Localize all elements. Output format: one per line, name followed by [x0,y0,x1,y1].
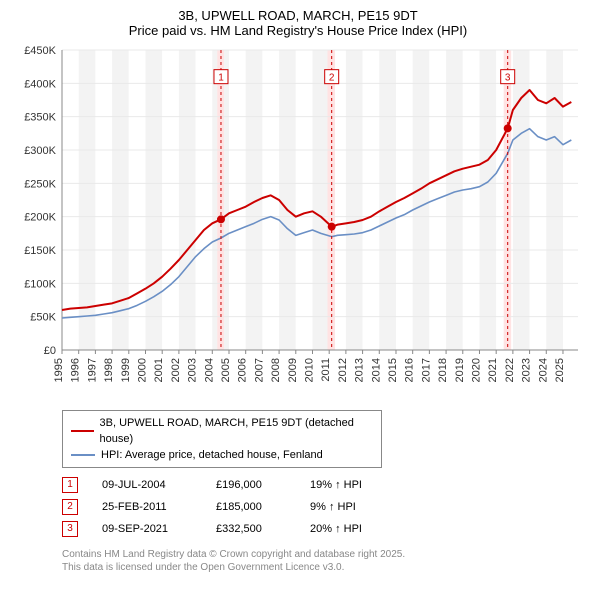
svg-text:2025: 2025 [554,358,566,382]
legend-item: 3B, UPWELL ROAD, MARCH, PE15 9DT (detach… [71,415,373,447]
sale-date: 25-FEB-2011 [102,496,192,518]
svg-text:£0: £0 [44,345,56,357]
legend-label: 3B, UPWELL ROAD, MARCH, PE15 9DT (detach… [100,415,373,447]
svg-text:2013: 2013 [354,358,366,382]
sale-price: £332,500 [216,518,286,540]
svg-text:2019: 2019 [454,358,466,382]
sales-table: 1 09-JUL-2004 £196,000 19% ↑ HPI 2 25-FE… [62,474,586,540]
svg-text:2018: 2018 [437,358,449,382]
svg-text:2021: 2021 [487,358,499,382]
marker-badge: 2 [62,499,78,515]
title-subtitle: Price paid vs. HM Land Registry's House … [6,23,590,38]
svg-text:2011: 2011 [320,358,332,382]
svg-text:2001: 2001 [153,358,165,382]
svg-text:2014: 2014 [370,358,382,382]
sale-price: £196,000 [216,474,286,496]
chart-plot-area: £0 £50K £100K £150K £200K £250K £300K £350K £400… [10,44,590,404]
sale-delta: 19% ↑ HPI [310,474,362,496]
marker-badge: 3 [62,521,78,537]
svg-text:2006: 2006 [237,358,249,382]
svg-text:£250K: £250K [24,178,56,190]
svg-text:£150K: £150K [24,245,56,257]
sale-date: 09-SEP-2021 [102,518,192,540]
svg-text:£100K: £100K [24,278,56,290]
svg-text:£200K: £200K [24,212,56,224]
svg-text:2009: 2009 [287,358,299,382]
svg-text:2012: 2012 [337,358,349,382]
table-row: 1 09-JUL-2004 £196,000 19% ↑ HPI [62,474,586,496]
footer: Contains HM Land Registry data © Crown c… [62,548,586,574]
sale-delta: 9% ↑ HPI [310,496,356,518]
svg-text:2005: 2005 [220,358,232,382]
legend-item: HPI: Average price, detached house, Fenl… [71,447,373,463]
svg-text:2: 2 [329,73,335,84]
svg-text:2000: 2000 [136,358,148,382]
svg-text:£350K: £350K [24,112,56,124]
chart-title: 3B, UPWELL ROAD, MARCH, PE15 9DT Price p… [6,8,590,38]
svg-text:2023: 2023 [521,358,533,382]
svg-text:2003: 2003 [187,358,199,382]
svg-text:2024: 2024 [537,358,549,382]
svg-text:2017: 2017 [420,358,432,382]
svg-text:£400K: £400K [24,78,56,90]
table-row: 3 09-SEP-2021 £332,500 20% ↑ HPI [62,518,586,540]
svg-text:1995: 1995 [53,358,65,382]
legend-swatch [71,454,95,456]
svg-text:1998: 1998 [103,358,115,382]
svg-text:1: 1 [218,73,224,84]
footer-line: Contains HM Land Registry data © Crown c… [62,548,586,561]
svg-text:2004: 2004 [203,358,215,382]
svg-text:1999: 1999 [120,358,132,382]
marker-badge: 1 [62,477,78,493]
svg-text:2016: 2016 [404,358,416,382]
svg-text:£300K: £300K [24,145,56,157]
svg-text:2008: 2008 [270,358,282,382]
svg-text:2022: 2022 [504,358,516,382]
svg-text:1996: 1996 [70,358,82,382]
legend-swatch [71,430,94,432]
legend: 3B, UPWELL ROAD, MARCH, PE15 9DT (detach… [62,410,382,468]
svg-text:2002: 2002 [170,358,182,382]
svg-text:2010: 2010 [303,358,315,382]
sale-price: £185,000 [216,496,286,518]
sale-delta: 20% ↑ HPI [310,518,362,540]
svg-text:£450K: £450K [24,45,56,57]
chart-svg: £0 £50K £100K £150K £200K £250K £300K £350K £400… [10,44,590,404]
svg-text:2020: 2020 [470,358,482,382]
title-address: 3B, UPWELL ROAD, MARCH, PE15 9DT [6,8,590,23]
table-row: 2 25-FEB-2011 £185,000 9% ↑ HPI [62,496,586,518]
footer-line: This data is licensed under the Open Gov… [62,561,586,574]
svg-text:2007: 2007 [253,358,265,382]
sale-date: 09-JUL-2004 [102,474,192,496]
legend-label: HPI: Average price, detached house, Fenl… [101,447,323,463]
svg-text:£50K: £50K [30,312,56,324]
chart-container: 3B, UPWELL ROAD, MARCH, PE15 9DT Price p… [0,0,600,582]
svg-text:1997: 1997 [86,358,98,382]
svg-text:3: 3 [505,73,511,84]
svg-text:2015: 2015 [387,358,399,382]
